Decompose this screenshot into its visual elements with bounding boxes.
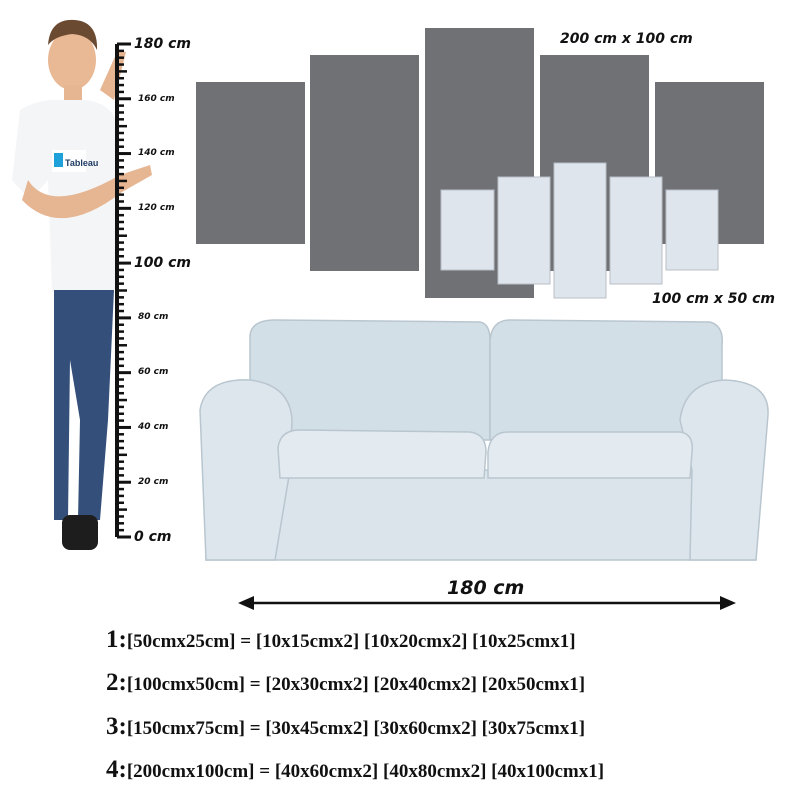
size-option-number: 4: <box>106 756 127 783</box>
canvas-panels <box>196 28 764 299</box>
large-panel <box>310 55 419 271</box>
ruler-label: 160 cm <box>138 94 175 104</box>
small-panel <box>553 162 607 299</box>
size-option-text: [100cmx50cm] = [20x30cmx2] [20x40cmx2] [… <box>126 674 586 695</box>
size-option-number: 2: <box>106 669 127 696</box>
size-option-3: 3:[150cmx75cm] = [30x45cmx2] [30x60cmx2]… <box>106 713 585 741</box>
ruler-label: 120 cm <box>138 203 175 213</box>
small-panel <box>440 189 495 271</box>
sofa-illustration <box>199 319 769 610</box>
small-panel <box>665 189 719 271</box>
person-illustration: Tableau <box>12 19 152 550</box>
owl-logo-icon <box>54 153 63 167</box>
arrow-right-icon <box>720 596 736 610</box>
size-option-2: 2:[100cmx50cm] = [20x30cmx2] [20x40cmx2]… <box>106 669 585 697</box>
ruler-label: 20 cm <box>138 477 169 487</box>
small-panel <box>609 176 663 285</box>
ruler-label: 100 cm <box>134 255 191 271</box>
shirt-logo-text: Tableau <box>65 158 98 168</box>
size-option-text: [50cmx25cm] = [10x15cmx2] [10x20cmx2] [1… <box>126 631 576 652</box>
large-set-dimension: 200 cm x 100 cm <box>560 31 693 47</box>
size-option-1: 1:[50cmx25cm] = [10x15cmx2] [10x20cmx2] … <box>106 626 576 654</box>
size-option-number: 1: <box>106 626 127 653</box>
height-ruler <box>115 42 131 539</box>
arrow-left-icon <box>238 596 254 610</box>
size-option-text: [150cmx75cm] = [30x45cmx2] [30x60cmx2] [… <box>126 718 586 739</box>
ruler-label: 60 cm <box>138 367 169 377</box>
small-panel <box>497 176 551 285</box>
large-panel <box>196 82 305 244</box>
ruler-label: 80 cm <box>138 312 169 322</box>
ruler-label: 0 cm <box>134 529 172 545</box>
size-option-text: [200cmx100cm] = [40x60cmx2] [40x80cmx2] … <box>126 761 605 782</box>
sofa-width-dimension: 180 cm <box>447 577 525 599</box>
small-set-dimension: 100 cm x 50 cm <box>652 291 776 307</box>
ruler-label: 40 cm <box>138 422 169 432</box>
ruler-label: 140 cm <box>138 148 175 158</box>
size-option-4: 4:[200cmx100cm] = [40x60cmx2] [40x80cmx2… <box>106 756 604 784</box>
ruler-label: 180 cm <box>134 36 191 52</box>
size-option-number: 3: <box>106 713 127 740</box>
